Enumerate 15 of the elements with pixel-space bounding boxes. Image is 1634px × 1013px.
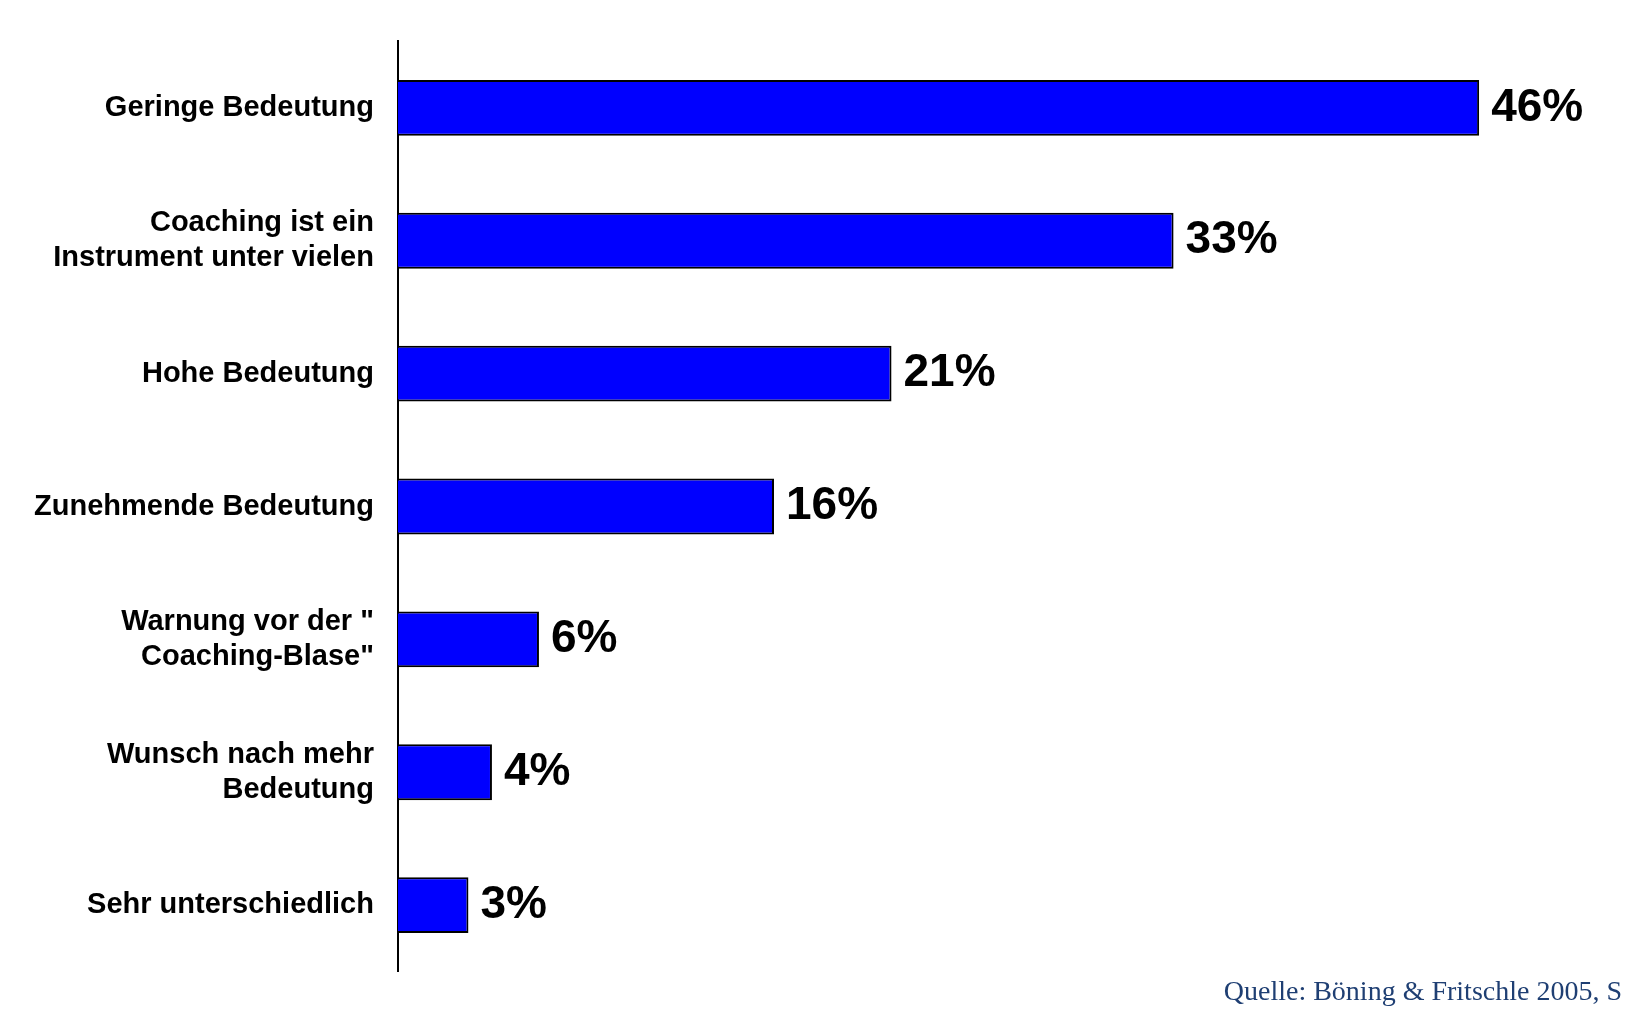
data-label: 3% (480, 875, 547, 928)
data-label: 6% (550, 610, 618, 663)
data-label: 33% (1185, 211, 1278, 264)
data-label: 21% (903, 344, 996, 397)
y-tick-label: Geringe Bedeutung (104, 89, 374, 122)
y-tick-label: Coaching ist ein Instrument unter vielen (53, 205, 374, 273)
y-tick-label: Hohe Bedeutung (141, 355, 374, 388)
y-tick-label: Warnung vor der " Coaching-Blase" (121, 603, 374, 671)
data-label: 46% (1491, 78, 1584, 131)
data-label: 4% (503, 742, 571, 795)
y-tick-label: Zunehmende Bedeutung (33, 488, 374, 521)
y-tick-label: Sehr unterschiedlich (87, 887, 374, 920)
source-note: Quelle: Böning & Fritschle 2005, S (1223, 975, 1622, 1007)
y-tick-label: Wunsch nach mehr Bedeutung (106, 736, 374, 804)
data-label: 16% (786, 477, 879, 530)
